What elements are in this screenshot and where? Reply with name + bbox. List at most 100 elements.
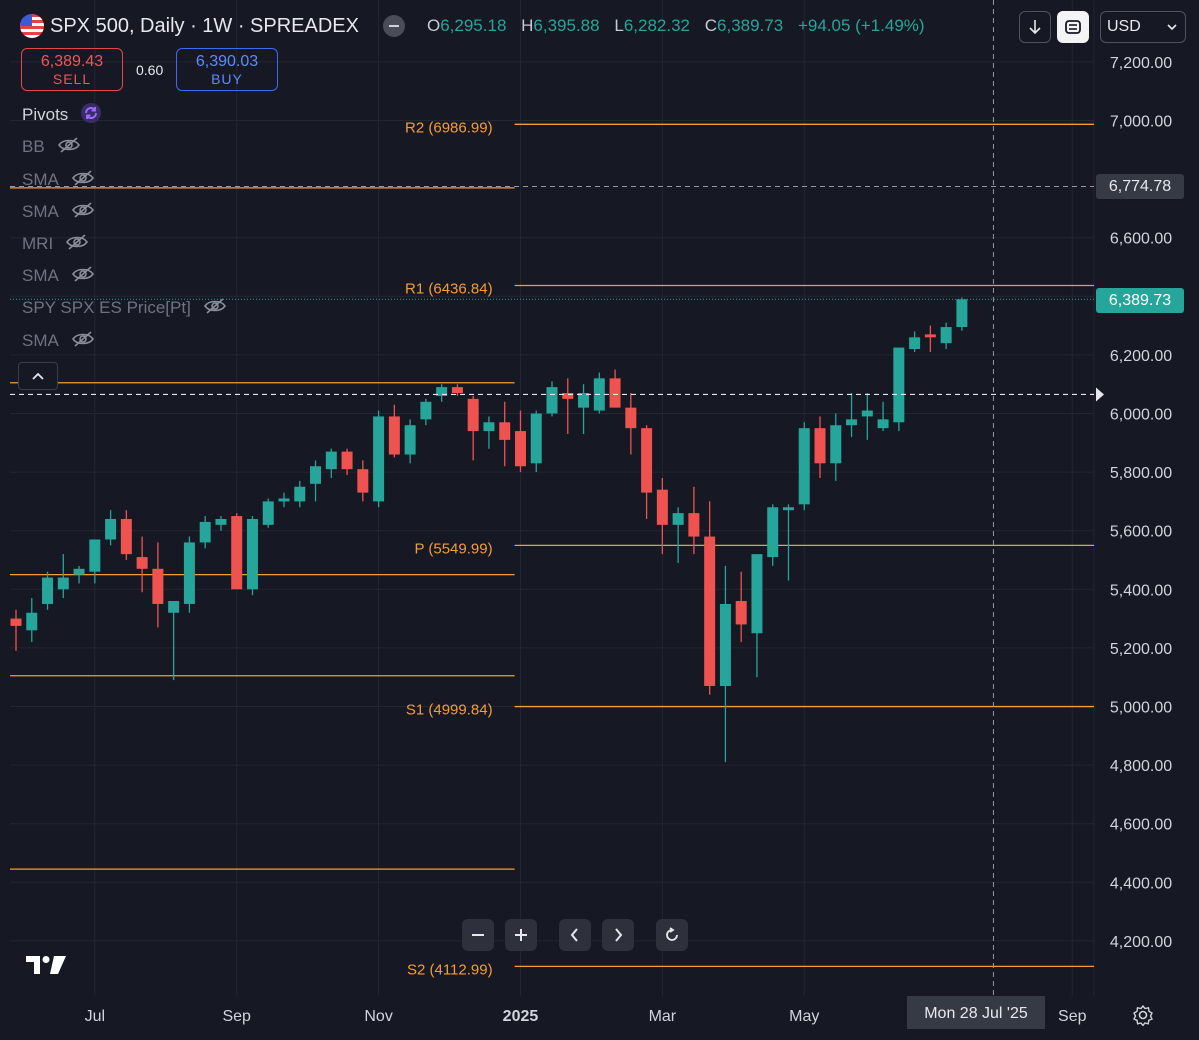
x-tick-label: Sep <box>1058 1008 1087 1025</box>
candle-body-up <box>767 507 779 558</box>
candle-body-down <box>735 601 747 625</box>
y-tick-label: 7,000.00 <box>1110 114 1172 131</box>
currency-select[interactable]: USD <box>1100 11 1186 43</box>
candle-body-up <box>199 521 211 543</box>
candle-body-up <box>877 419 889 429</box>
candle-body-up <box>420 401 432 420</box>
zoom-out-button[interactable] <box>462 919 494 951</box>
candle-body-up <box>782 507 794 511</box>
x-tick-label: Nov <box>364 1008 392 1025</box>
x-tick-label: Jul <box>85 1008 105 1025</box>
us-flag-icon <box>20 14 44 38</box>
buy-button[interactable]: 6,390.03 BUY <box>176 48 278 91</box>
indicator-label: SMA <box>22 170 59 189</box>
pivot-level-label: S1 (4999.84) <box>406 702 493 719</box>
symbol-header: SPX 500, Daily · 1W · SPREADEX O6,295.18… <box>20 8 935 44</box>
y-tick-label: 4,400.00 <box>1110 875 1172 892</box>
arrow-down-icon <box>1029 20 1041 35</box>
zoom-in-button[interactable] <box>505 919 537 951</box>
download-button[interactable] <box>1019 11 1051 43</box>
y-tick-label: 5,800.00 <box>1110 465 1172 482</box>
candle-body-up <box>26 612 38 631</box>
candle-body-up <box>404 425 416 455</box>
candle-body-up <box>73 568 85 575</box>
candle-body-down <box>499 422 511 440</box>
reset-icon <box>666 927 678 941</box>
candle-body-up <box>246 518 258 590</box>
collapse-legend-icon[interactable] <box>382 15 405 37</box>
eye-off-icon[interactable] <box>71 265 95 288</box>
candle-body-up <box>956 299 968 328</box>
indicator-spy-spx-es[interactable]: SPY SPX ES Price[Pt] <box>22 296 227 320</box>
change-value: +94.05 (+1.49%) <box>797 16 925 35</box>
high-label: H <box>521 16 534 35</box>
candle-body-up <box>578 392 590 408</box>
scroll-right-button[interactable] <box>602 919 634 951</box>
sell-button[interactable]: 6,389.43 SELL <box>21 48 123 91</box>
candle-body-up <box>546 387 558 414</box>
candle-body-down <box>641 428 653 493</box>
indicator-label: Pivots <box>22 105 69 124</box>
eye-off-icon[interactable] <box>71 201 95 224</box>
low-value: 6,282.32 <box>623 16 690 35</box>
reset-chart-button[interactable] <box>656 919 688 951</box>
y-tick-label: 4,200.00 <box>1110 934 1172 951</box>
candle-body-up <box>294 486 306 502</box>
indicator-pivots[interactable]: Pivots <box>22 102 102 129</box>
candle-body-down <box>136 557 148 569</box>
indicator-bb[interactable]: BB <box>22 135 81 159</box>
candle-body-up <box>751 554 763 634</box>
y-tick-label: 6,600.00 <box>1110 231 1172 248</box>
symbol-title[interactable]: SPX 500, Daily · 1W · SPREADEX <box>50 14 359 37</box>
chart-settings-button[interactable] <box>1130 1002 1156 1028</box>
collapse-indicators-button[interactable] <box>18 362 58 390</box>
y-tick-label: 6,000.00 <box>1110 407 1172 424</box>
candle-body-down <box>688 513 700 537</box>
candle-body-down <box>231 516 243 590</box>
indicator-sma-2[interactable]: SMA <box>22 200 95 224</box>
candle-body-up <box>483 422 495 432</box>
eye-off-icon[interactable] <box>71 169 95 192</box>
indicator-mri[interactable]: MRI <box>22 232 89 256</box>
x-tick-label: 2025 <box>503 1008 539 1025</box>
refresh-icon[interactable] <box>80 102 102 129</box>
sell-price: 6,389.43 <box>40 53 104 70</box>
y-tick-label: 5,600.00 <box>1110 524 1172 541</box>
candle-body-down <box>120 518 132 555</box>
indicator-sma-4[interactable]: SMA <box>22 329 95 353</box>
indicator-sma-3[interactable]: SMA <box>22 264 95 288</box>
x-tick-label: Mar <box>649 1008 677 1025</box>
last-price-label: 6,389.73 <box>1096 288 1184 313</box>
indicator-label: MRI <box>22 234 54 253</box>
candle-body-down <box>152 568 164 604</box>
candle-body-up <box>893 347 905 423</box>
open-label: O <box>426 16 441 35</box>
chevron-right-icon <box>615 928 623 942</box>
scroll-left-button[interactable] <box>559 919 591 951</box>
candle-body-up <box>861 410 873 417</box>
x-tick-label: May <box>789 1008 819 1025</box>
indicator-label: SMA <box>22 331 59 350</box>
ohlc-values: O6,295.18 H6,395.88 L6,282.32 C6,389.73 … <box>427 16 935 36</box>
buy-price: 6,390.03 <box>195 53 259 70</box>
eye-off-icon[interactable] <box>71 330 95 353</box>
eye-off-icon[interactable] <box>203 297 227 320</box>
currency-value: USD <box>1107 18 1141 35</box>
candle-body-up <box>105 518 117 540</box>
y-tick-label: 4,800.00 <box>1110 758 1172 775</box>
indicator-sma-1[interactable]: SMA <box>22 168 95 192</box>
candle-body-down <box>10 618 22 626</box>
sync-button[interactable] <box>1057 11 1089 43</box>
candle-body-down <box>609 378 621 408</box>
x-tick-label: Sep <box>222 1008 251 1025</box>
indicator-label: BB <box>22 137 45 156</box>
candle-body-up <box>215 518 227 525</box>
candle-body-up <box>798 428 810 505</box>
plus-icon <box>515 929 527 941</box>
eye-off-icon[interactable] <box>65 233 89 256</box>
eye-off-icon[interactable] <box>57 136 81 159</box>
minus-icon <box>472 934 484 936</box>
candle-body-up <box>278 498 290 502</box>
